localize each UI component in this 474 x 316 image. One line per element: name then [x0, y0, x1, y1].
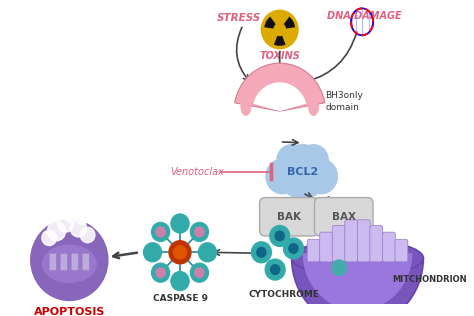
Circle shape — [152, 263, 170, 282]
Circle shape — [299, 145, 328, 175]
Circle shape — [289, 244, 298, 253]
Wedge shape — [283, 17, 295, 28]
Text: BCL2: BCL2 — [287, 167, 318, 177]
Circle shape — [251, 242, 272, 263]
FancyBboxPatch shape — [345, 220, 357, 262]
FancyBboxPatch shape — [357, 220, 370, 262]
Circle shape — [190, 222, 209, 241]
FancyBboxPatch shape — [370, 226, 383, 262]
Text: BH3only
domain: BH3only domain — [326, 91, 364, 112]
Ellipse shape — [308, 97, 319, 116]
Circle shape — [173, 246, 186, 259]
Circle shape — [266, 159, 299, 194]
Text: Venotoclax: Venotoclax — [171, 167, 224, 177]
Circle shape — [271, 265, 280, 274]
Circle shape — [42, 230, 56, 246]
Circle shape — [277, 145, 306, 175]
Circle shape — [169, 241, 191, 264]
FancyBboxPatch shape — [82, 253, 90, 270]
Text: CASPASE 9: CASPASE 9 — [153, 294, 208, 303]
FancyBboxPatch shape — [332, 226, 345, 262]
Wedge shape — [253, 82, 306, 111]
Ellipse shape — [292, 240, 423, 276]
Circle shape — [65, 209, 78, 222]
FancyBboxPatch shape — [260, 198, 318, 236]
Text: TOXINS: TOXINS — [259, 52, 300, 61]
Wedge shape — [302, 253, 412, 311]
Wedge shape — [264, 17, 276, 28]
FancyBboxPatch shape — [60, 253, 67, 270]
Text: BAX: BAX — [332, 212, 356, 222]
Circle shape — [198, 243, 217, 262]
FancyBboxPatch shape — [395, 239, 408, 262]
FancyBboxPatch shape — [314, 198, 373, 236]
Circle shape — [31, 220, 108, 300]
Wedge shape — [274, 36, 285, 46]
Text: CYTOCHROME: CYTOCHROME — [249, 290, 320, 299]
Circle shape — [283, 238, 303, 259]
FancyBboxPatch shape — [307, 239, 320, 262]
Circle shape — [156, 227, 165, 237]
Circle shape — [262, 10, 298, 49]
Ellipse shape — [240, 97, 251, 116]
Wedge shape — [235, 63, 325, 111]
Text: MITCHONDRION: MITCHONDRION — [392, 275, 467, 284]
Text: DNA DAMAGE: DNA DAMAGE — [328, 11, 402, 21]
Circle shape — [77, 213, 88, 224]
FancyBboxPatch shape — [49, 253, 56, 270]
FancyBboxPatch shape — [71, 253, 79, 270]
Circle shape — [275, 25, 284, 34]
Circle shape — [195, 268, 204, 277]
Circle shape — [171, 214, 189, 233]
Circle shape — [152, 222, 170, 241]
Text: APOPTOSIS: APOPTOSIS — [34, 307, 105, 316]
FancyBboxPatch shape — [383, 232, 395, 262]
Circle shape — [195, 227, 204, 237]
Circle shape — [257, 247, 266, 257]
Circle shape — [70, 220, 87, 237]
Circle shape — [277, 145, 328, 198]
Circle shape — [55, 208, 65, 220]
FancyBboxPatch shape — [320, 232, 333, 262]
Circle shape — [80, 227, 95, 243]
Text: BAK: BAK — [277, 212, 301, 222]
Circle shape — [304, 159, 337, 194]
Circle shape — [171, 271, 189, 291]
Ellipse shape — [42, 245, 97, 283]
Circle shape — [332, 260, 346, 275]
Circle shape — [47, 222, 65, 241]
Circle shape — [265, 259, 285, 280]
Circle shape — [270, 225, 290, 246]
Circle shape — [275, 231, 284, 241]
Circle shape — [156, 268, 165, 277]
Wedge shape — [292, 258, 423, 316]
Circle shape — [144, 243, 162, 262]
Text: STRESS: STRESS — [216, 13, 261, 23]
Circle shape — [57, 215, 74, 232]
Circle shape — [190, 263, 209, 282]
